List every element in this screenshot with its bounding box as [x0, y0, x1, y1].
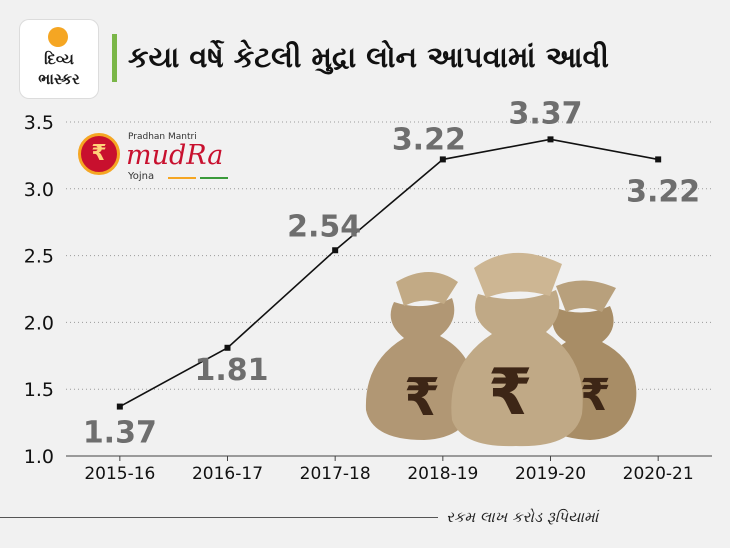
- y-tick-label: 1.5: [24, 379, 54, 401]
- money-bag-left: ₹: [365, 272, 475, 440]
- rupee-icon: ₹: [488, 356, 533, 430]
- money-bags-illustration: ₹ ₹ ₹: [365, 252, 637, 447]
- y-tick-label: 3.0: [24, 179, 54, 201]
- y-tick-label: 2.0: [24, 312, 54, 334]
- stripe-green: [200, 177, 228, 179]
- data-label: 1.81: [194, 353, 268, 388]
- mudra-logo-bottom-text: Yojna: [128, 171, 155, 182]
- data-point: [439, 156, 446, 163]
- y-tick-label: 1.0: [24, 446, 54, 468]
- page-title: કયા વર્ષે કેટલી મુદ્રા લોન આપવામાં આવી: [128, 40, 609, 74]
- logo-line-2: ભાસ્કર: [38, 70, 80, 88]
- stripe-saffron: [168, 177, 196, 179]
- rupee-icon: ₹: [580, 370, 611, 421]
- mudra-logo-top-text: Pradhan Mantri: [128, 132, 197, 142]
- x-tick-label: 2016-17: [192, 464, 263, 484]
- rupee-seal-icon: ₹: [78, 133, 120, 175]
- data-label: 3.22: [626, 174, 700, 209]
- logo-line-1: દિવ્ય: [44, 50, 74, 68]
- rupee-icon: ₹: [404, 368, 440, 428]
- series-line: [119, 138, 659, 408]
- x-tick-label: 2019-20: [515, 464, 586, 484]
- data-label: 3.37: [508, 96, 582, 131]
- data-point: [224, 344, 231, 351]
- footnote-rule: [0, 517, 438, 518]
- data-label: 1.37: [83, 416, 157, 451]
- data-point: [655, 156, 662, 163]
- sun-icon: [48, 27, 68, 47]
- title-accent-bar: [112, 34, 117, 82]
- data-markers: [116, 136, 662, 410]
- data-point: [116, 403, 123, 410]
- x-tick-label: 2020-21: [623, 464, 694, 484]
- y-tick-label: 3.5: [24, 112, 54, 134]
- x-tick-labels: 2015-16 2016-17 2017-18 2018-19 2019-20 2020-…: [84, 456, 694, 484]
- mudra-yojna-logo: ₹ Pradhan Mantri mudRa Yojna: [78, 130, 248, 186]
- data-point: [332, 247, 339, 254]
- x-tick-label: 2017-18: [300, 464, 371, 484]
- data-label: 3.22: [392, 122, 466, 157]
- y-tick-labels: 1.0 1.5 2.0 2.5 3.0 3.5: [24, 112, 54, 468]
- x-tick-label: 2015-16: [84, 464, 155, 484]
- mudra-logo-brand: mudRa: [126, 140, 224, 171]
- footnote: રકમ લાખ કરોડ રૂપિયામાં: [446, 508, 599, 526]
- money-bag-center: ₹: [451, 252, 583, 447]
- data-label: 2.54: [287, 209, 361, 244]
- y-tick-label: 2.5: [24, 246, 54, 268]
- data-labels: 1.37 1.81 2.54 3.22 3.37 3.22: [83, 96, 700, 450]
- divya-bhaskar-logo: દિવ્ય ભાસ્કર: [20, 20, 98, 98]
- data-point: [547, 136, 554, 143]
- x-tick-label: 2018-19: [407, 464, 478, 484]
